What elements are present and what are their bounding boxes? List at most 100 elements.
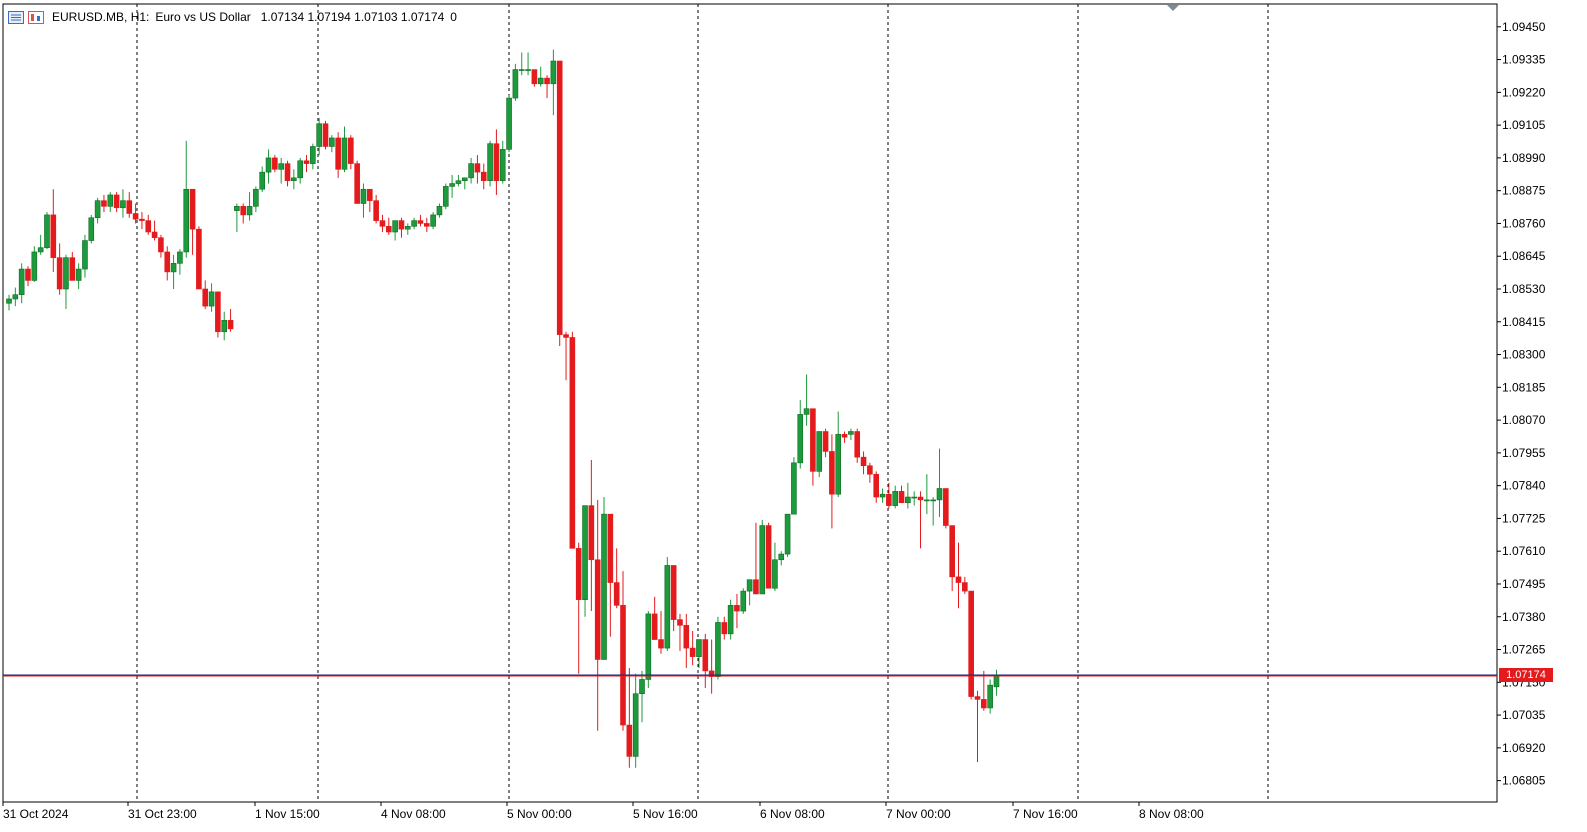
candle[interactable]	[867, 462, 873, 483]
candle[interactable]	[816, 431, 823, 478]
chart-color-icon[interactable]	[28, 10, 44, 24]
candle[interactable]	[702, 633, 709, 688]
candle[interactable]	[170, 254, 177, 289]
candle[interactable]	[101, 194, 107, 213]
time-axis[interactable]: 31 Oct 2024 31 Oct 23:00 1 Nov 15:00 4 Nov …	[2, 802, 1204, 821]
candle[interactable]	[411, 217, 417, 230]
candle[interactable]	[215, 291, 221, 338]
candle[interactable]	[531, 69, 538, 87]
candle[interactable]	[911, 491, 917, 506]
candle[interactable]	[310, 143, 316, 170]
candle[interactable]	[829, 434, 835, 529]
candle[interactable]	[455, 175, 462, 187]
candle[interactable]	[664, 556, 671, 651]
candle[interactable]	[442, 183, 449, 210]
candle[interactable]	[461, 177, 468, 190]
candle[interactable]	[582, 505, 588, 617]
candle[interactable]	[537, 66, 544, 87]
candle[interactable]	[297, 157, 303, 184]
candle[interactable]	[227, 308, 234, 332]
candle[interactable]	[841, 431, 848, 443]
candle[interactable]	[765, 522, 772, 589]
candle[interactable]	[202, 280, 209, 309]
candle[interactable]	[404, 223, 411, 235]
candle[interactable]	[164, 246, 171, 281]
candle[interactable]	[44, 212, 50, 250]
candle[interactable]	[246, 192, 253, 221]
candle[interactable]	[126, 192, 133, 218]
candle[interactable]	[550, 49, 557, 116]
candle[interactable]	[107, 192, 114, 213]
candle[interactable]	[651, 596, 658, 640]
candle[interactable]	[177, 249, 183, 275]
candle[interactable]	[563, 331, 569, 381]
candle[interactable]	[525, 52, 531, 76]
candle[interactable]	[670, 565, 677, 631]
candle[interactable]	[348, 135, 354, 170]
candle[interactable]	[575, 542, 582, 674]
candle[interactable]	[974, 690, 981, 763]
candle[interactable]	[594, 499, 601, 731]
candle[interactable]	[658, 611, 664, 654]
candle[interactable]	[905, 482, 911, 509]
candle[interactable]	[518, 52, 525, 76]
candle[interactable]	[63, 254, 69, 309]
candle[interactable]	[367, 188, 373, 213]
candle[interactable]	[379, 214, 386, 232]
candle[interactable]	[480, 163, 487, 190]
candle[interactable]	[955, 542, 962, 609]
candle[interactable]	[139, 212, 145, 230]
candle[interactable]	[94, 197, 101, 224]
candle[interactable]	[715, 616, 721, 680]
candle[interactable]	[303, 155, 310, 173]
candle[interactable]	[417, 214, 424, 227]
candle[interactable]	[981, 670, 987, 711]
candle[interactable]	[689, 631, 696, 666]
candle[interactable]	[278, 157, 284, 184]
candle[interactable]	[626, 668, 633, 768]
candle[interactable]	[620, 571, 626, 731]
candle[interactable]	[632, 673, 639, 768]
candle[interactable]	[924, 474, 930, 515]
candle[interactable]	[879, 488, 886, 503]
candle[interactable]	[18, 263, 25, 304]
candle[interactable]	[291, 169, 297, 190]
candle[interactable]	[892, 485, 899, 509]
candle[interactable]	[772, 542, 778, 592]
candle[interactable]	[113, 192, 120, 213]
candle[interactable]	[607, 513, 614, 637]
chart-menu-icon[interactable]	[8, 10, 24, 24]
candle[interactable]	[284, 160, 291, 187]
candle[interactable]	[759, 519, 766, 595]
price-axis[interactable]: 1.09450 1.09335 1.09220 1.09105 1.08990 1.088…	[1497, 20, 1546, 788]
candle[interactable]	[835, 411, 842, 498]
candle[interactable]	[753, 522, 759, 595]
candle[interactable]	[778, 551, 785, 566]
candle[interactable]	[436, 203, 443, 218]
candle[interactable]	[234, 203, 240, 233]
candle[interactable]	[151, 220, 158, 241]
candle[interactable]	[797, 400, 804, 469]
candle[interactable]	[968, 590, 974, 700]
candle[interactable]	[734, 593, 740, 629]
candle[interactable]	[373, 194, 379, 224]
candle[interactable]	[69, 251, 76, 281]
candle[interactable]	[930, 497, 936, 526]
candle[interactable]	[189, 188, 196, 255]
candle[interactable]	[468, 157, 474, 184]
candle[interactable]	[398, 217, 405, 238]
candle[interactable]	[886, 482, 892, 509]
candle[interactable]	[740, 588, 747, 614]
candle[interactable]	[803, 374, 810, 426]
candle[interactable]	[873, 471, 880, 503]
candle[interactable]	[784, 513, 791, 557]
candle[interactable]	[791, 457, 797, 515]
candle[interactable]	[25, 266, 31, 287]
candle[interactable]	[6, 294, 12, 311]
candle[interactable]	[354, 160, 360, 204]
candle[interactable]	[474, 155, 481, 184]
candle[interactable]	[936, 448, 943, 517]
candle[interactable]	[322, 120, 329, 150]
candle[interactable]	[949, 525, 955, 592]
